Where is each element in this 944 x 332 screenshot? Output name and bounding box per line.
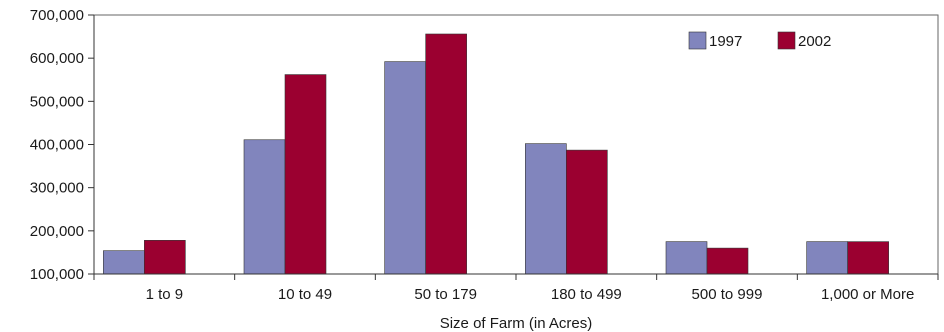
y-tick-label: 400,000 [30,137,84,154]
bars-group [103,33,889,275]
bar-2002-3 [566,149,608,275]
y-axis: 100,000 200,000 300,000 400,000 500,000 600,0… [30,7,95,283]
y-tick-label: 700,000 [30,7,84,24]
x-tick-label: 1,000 or More [821,286,914,303]
bar-2002-0 [144,240,186,275]
y-tick-label: 600,000 [30,50,84,67]
y-tick-label: 200,000 [30,223,84,240]
y-tick-label: 300,000 [30,180,84,197]
bar-2002-1 [284,74,327,275]
x-tick-label: 50 to 179 [414,286,477,303]
legend: 1997 2002 [688,31,831,50]
x-tick-label: 1 to 9 [146,286,184,303]
bar-1997-3 [525,143,567,275]
legend-label-1997: 1997 [709,33,742,50]
x-tick-label: 180 to 499 [551,286,622,303]
bar-1997-5 [806,241,848,275]
x-tick-label: 500 to 999 [692,286,763,303]
bar-1997-0 [103,250,145,275]
bar-1997-2 [384,61,426,275]
legend-label-2002: 2002 [798,33,831,50]
bar-1997-1 [243,139,286,275]
y-tick-label: 100,000 [30,266,84,283]
x-tick-label: 10 to 49 [278,286,332,303]
bar-2002-4 [706,247,749,275]
bar-1997-4 [665,241,708,275]
plot-border [93,14,939,275]
legend-swatch-2002 [777,31,796,50]
y-tick-label: 500,000 [30,93,84,110]
plot-area [93,14,939,275]
bar-2002-2 [425,33,467,275]
x-axis: 1 to 9 10 to 49 50 to 179 180 to 499 500 to … [93,273,939,303]
x-axis-title: Size of Farm (in Acres) [440,315,593,332]
bar-2002-5 [847,241,889,275]
legend-swatch-1997 [688,31,707,50]
